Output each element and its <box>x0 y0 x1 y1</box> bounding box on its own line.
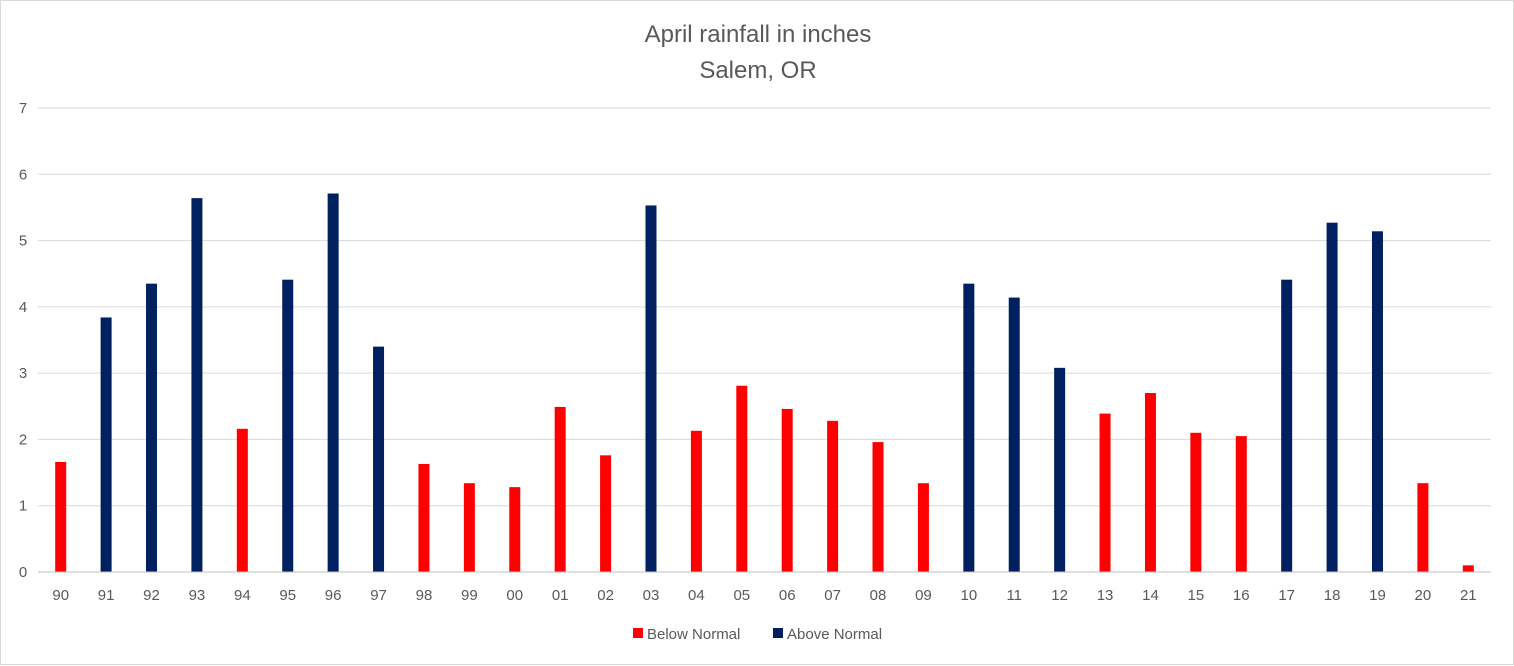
x-tick-label: 07 <box>824 587 841 604</box>
x-tick-label: 16 <box>1233 587 1250 604</box>
legend: Below Normal Above Normal <box>633 626 882 643</box>
bar-02 <box>600 455 612 572</box>
bar-10 <box>963 283 975 572</box>
x-tick-label: 04 <box>688 587 705 604</box>
bar-11 <box>1008 297 1020 572</box>
x-tick-label: 93 <box>189 587 206 604</box>
bar-08 <box>872 442 884 572</box>
bar-16 <box>1235 436 1247 572</box>
x-tick-label: 98 <box>416 587 433 604</box>
x-tick-label: 91 <box>98 587 115 604</box>
bar-95 <box>282 279 294 572</box>
y-tick-label: 7 <box>19 100 27 117</box>
legend-label: Above Normal <box>787 626 882 643</box>
bar-05 <box>736 385 748 572</box>
x-tick-label: 13 <box>1097 587 1114 604</box>
x-tick-label: 19 <box>1369 587 1386 604</box>
x-tick-label: 01 <box>552 587 569 604</box>
y-tick-label: 0 <box>19 564 27 581</box>
bar-04 <box>690 430 702 572</box>
bars <box>55 193 1474 573</box>
x-tick-label: 02 <box>597 587 614 604</box>
x-tick-label: 97 <box>370 587 387 604</box>
bar-07 <box>827 420 839 572</box>
x-tick-label: 94 <box>234 587 251 604</box>
bar-21 <box>1462 565 1474 572</box>
legend-swatch <box>633 628 643 638</box>
x-tick-label: 08 <box>870 587 887 604</box>
x-tick-label: 92 <box>143 587 160 604</box>
bar-97 <box>373 346 385 572</box>
y-tick-label: 3 <box>19 365 27 382</box>
x-tick-label: 96 <box>325 587 342 604</box>
bar-91 <box>100 317 112 572</box>
x-tick-label: 09 <box>915 587 932 604</box>
y-tick-label: 4 <box>19 299 27 316</box>
x-tick-label: 00 <box>506 587 523 604</box>
chart-subtitle: Salem, OR <box>699 57 816 84</box>
x-tick-label: 06 <box>779 587 796 604</box>
bar-99 <box>463 483 475 572</box>
bar-98 <box>418 463 430 572</box>
bar-17 <box>1281 279 1293 572</box>
x-tick-label: 17 <box>1278 587 1295 604</box>
x-tick-label: 05 <box>733 587 750 604</box>
bar-90 <box>55 461 67 572</box>
x-tick-label: 11 <box>1006 587 1022 604</box>
bar-19 <box>1371 231 1383 572</box>
bar-13 <box>1099 413 1111 572</box>
x-tick-label: 21 <box>1460 587 1477 604</box>
bar-92 <box>146 283 158 572</box>
y-tick-label: 6 <box>19 166 27 183</box>
bar-03 <box>645 205 657 572</box>
bar-15 <box>1190 432 1202 572</box>
bar-12 <box>1054 367 1066 572</box>
gridlines <box>38 107 1491 507</box>
x-tick-label: 14 <box>1142 587 1159 604</box>
bar-20 <box>1417 483 1429 572</box>
x-tick-label: 95 <box>279 587 296 604</box>
y-tick-label: 1 <box>19 498 27 515</box>
x-tick-label: 10 <box>960 587 977 604</box>
x-tick-label: 20 <box>1415 587 1432 604</box>
y-tick-label: 2 <box>19 431 27 448</box>
bar-94 <box>236 428 248 572</box>
bar-01 <box>554 406 566 572</box>
bar-18 <box>1326 222 1338 572</box>
y-tick-label: 5 <box>19 233 27 250</box>
x-tick-label: 12 <box>1051 587 1068 604</box>
x-tick-label: 99 <box>461 587 478 604</box>
bar-06 <box>781 408 793 572</box>
bar-09 <box>917 483 929 572</box>
x-tick-label: 90 <box>52 587 69 604</box>
bar-14 <box>1144 393 1156 572</box>
x-tick-label: 15 <box>1188 587 1205 604</box>
x-axis-ticks: 90 91 92 93 94 95 96 97 98 99 00 01 02 03 04 05 06 07 08 09… <box>52 587 1476 604</box>
legend-swatch <box>773 628 783 638</box>
x-tick-label: 03 <box>643 587 660 604</box>
y-axis-ticks: 0 1 2 3 4 5 6 7 <box>19 100 27 581</box>
x-tick-label: 18 <box>1324 587 1341 604</box>
chart-title: April rainfall in inches <box>645 21 872 48</box>
legend-label: Below Normal <box>647 626 740 643</box>
bar-00 <box>509 487 521 572</box>
bar-96 <box>327 193 339 572</box>
bar-93 <box>191 198 203 573</box>
